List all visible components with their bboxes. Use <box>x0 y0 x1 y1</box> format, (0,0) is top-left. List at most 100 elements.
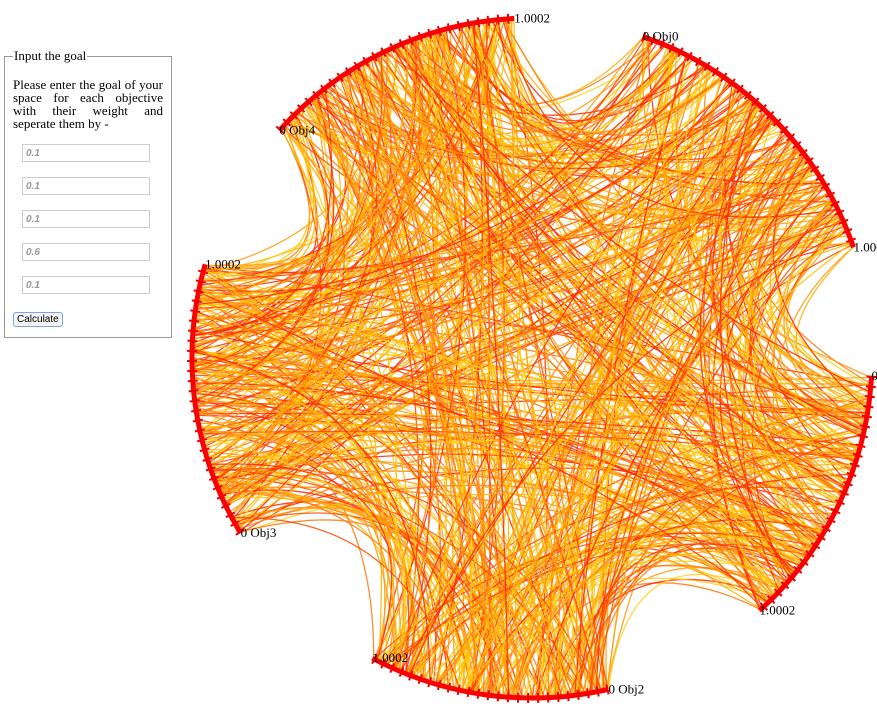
axis-start-label: 0 Obj2 <box>608 681 644 696</box>
connection-line <box>199 287 849 483</box>
connection-line <box>485 79 728 696</box>
connection-line <box>496 19 678 124</box>
connection-line <box>538 226 847 699</box>
connection-line <box>204 264 423 680</box>
axis-end-label: 1.0002 <box>760 603 796 618</box>
connection-line <box>199 414 842 501</box>
connection-line <box>308 101 442 683</box>
connection-line <box>210 467 587 695</box>
connection-line <box>391 182 824 668</box>
connection-line <box>401 43 794 163</box>
axis-ticks <box>370 653 610 703</box>
connection-line <box>391 47 871 393</box>
connection-line <box>747 117 847 489</box>
connection-line <box>510 213 841 698</box>
connection-line <box>761 198 871 394</box>
connection-line <box>218 139 794 492</box>
connection-line <box>191 352 857 460</box>
connection-line <box>705 75 872 387</box>
connection-line <box>699 117 794 577</box>
connection-line <box>192 148 801 370</box>
connection-line <box>496 72 719 697</box>
connection-line <box>546 578 774 698</box>
connection-line <box>218 124 322 491</box>
form-legend: Input the goal <box>14 48 87 63</box>
connection-line <box>579 116 772 695</box>
connection-line <box>215 453 823 536</box>
connection-line <box>402 43 603 691</box>
connection-line <box>294 114 844 497</box>
connection-line <box>209 463 393 661</box>
connection-line <box>463 24 723 133</box>
calculate-button[interactable]: Calculate <box>13 312 63 327</box>
connection-line <box>219 39 414 494</box>
connection-line <box>391 400 870 669</box>
connection-line <box>570 176 821 696</box>
connection-line <box>409 230 848 676</box>
connection-line <box>353 63 704 149</box>
axis-end-label: 1.0002 <box>205 256 241 271</box>
connection-line <box>192 53 383 374</box>
connection-line <box>295 69 714 160</box>
connection-line <box>194 310 828 527</box>
connection-line <box>443 504 839 687</box>
connection-line <box>719 185 826 575</box>
axis-start-label: 0 <box>872 368 877 383</box>
connection-line <box>366 60 438 670</box>
connection-line <box>751 163 848 486</box>
connection-line <box>198 287 571 697</box>
connection-line <box>215 241 852 483</box>
connection-line <box>459 25 863 438</box>
connection-line <box>191 368 567 697</box>
connection-line <box>753 228 848 523</box>
connection-line <box>410 522 819 676</box>
connection-line <box>199 422 796 575</box>
connection-line <box>586 38 649 694</box>
connection-line <box>397 45 673 145</box>
connection-line <box>472 23 510 698</box>
connection-line <box>772 155 869 411</box>
connection-line <box>493 535 813 697</box>
connection-line <box>408 40 448 685</box>
connection-line <box>522 431 864 699</box>
connection-line <box>423 35 583 695</box>
goal-input[interactable] <box>22 177 150 195</box>
connection-line <box>206 18 512 459</box>
connection-line <box>304 104 865 430</box>
goal-input[interactable] <box>22 276 150 294</box>
connection-line <box>393 46 725 136</box>
goal-input[interactable] <box>22 243 150 261</box>
connection-line <box>491 20 860 452</box>
connection-line <box>675 63 776 596</box>
connection-line <box>200 183 825 283</box>
connection-line <box>423 98 753 681</box>
connection-line <box>373 532 816 660</box>
goal-input[interactable] <box>22 144 150 162</box>
connection-line <box>199 19 499 286</box>
connection-line <box>383 486 845 665</box>
connection-line <box>280 128 427 682</box>
connection-line <box>203 269 407 673</box>
connection-line <box>204 173 818 267</box>
connection-line <box>196 410 808 559</box>
axis-end-label: 1.0002 <box>853 239 877 254</box>
connection-line <box>557 140 795 698</box>
connections <box>191 18 872 699</box>
connection-line <box>282 126 808 559</box>
connection-line <box>476 443 862 694</box>
connection-line <box>374 67 710 661</box>
connection-line <box>599 98 754 690</box>
goal-input[interactable] <box>22 210 150 228</box>
axis-start-label: 0 Obj0 <box>643 29 679 44</box>
connection-line <box>375 28 466 661</box>
connection-line <box>589 546 799 694</box>
instructions: Please enter the goal of your space for … <box>13 77 163 131</box>
connection-line <box>588 137 792 694</box>
connection-line <box>192 88 333 337</box>
connection-line <box>411 39 763 609</box>
connection-line <box>502 19 838 218</box>
connection-line <box>783 196 866 426</box>
connection-line <box>473 508 825 694</box>
